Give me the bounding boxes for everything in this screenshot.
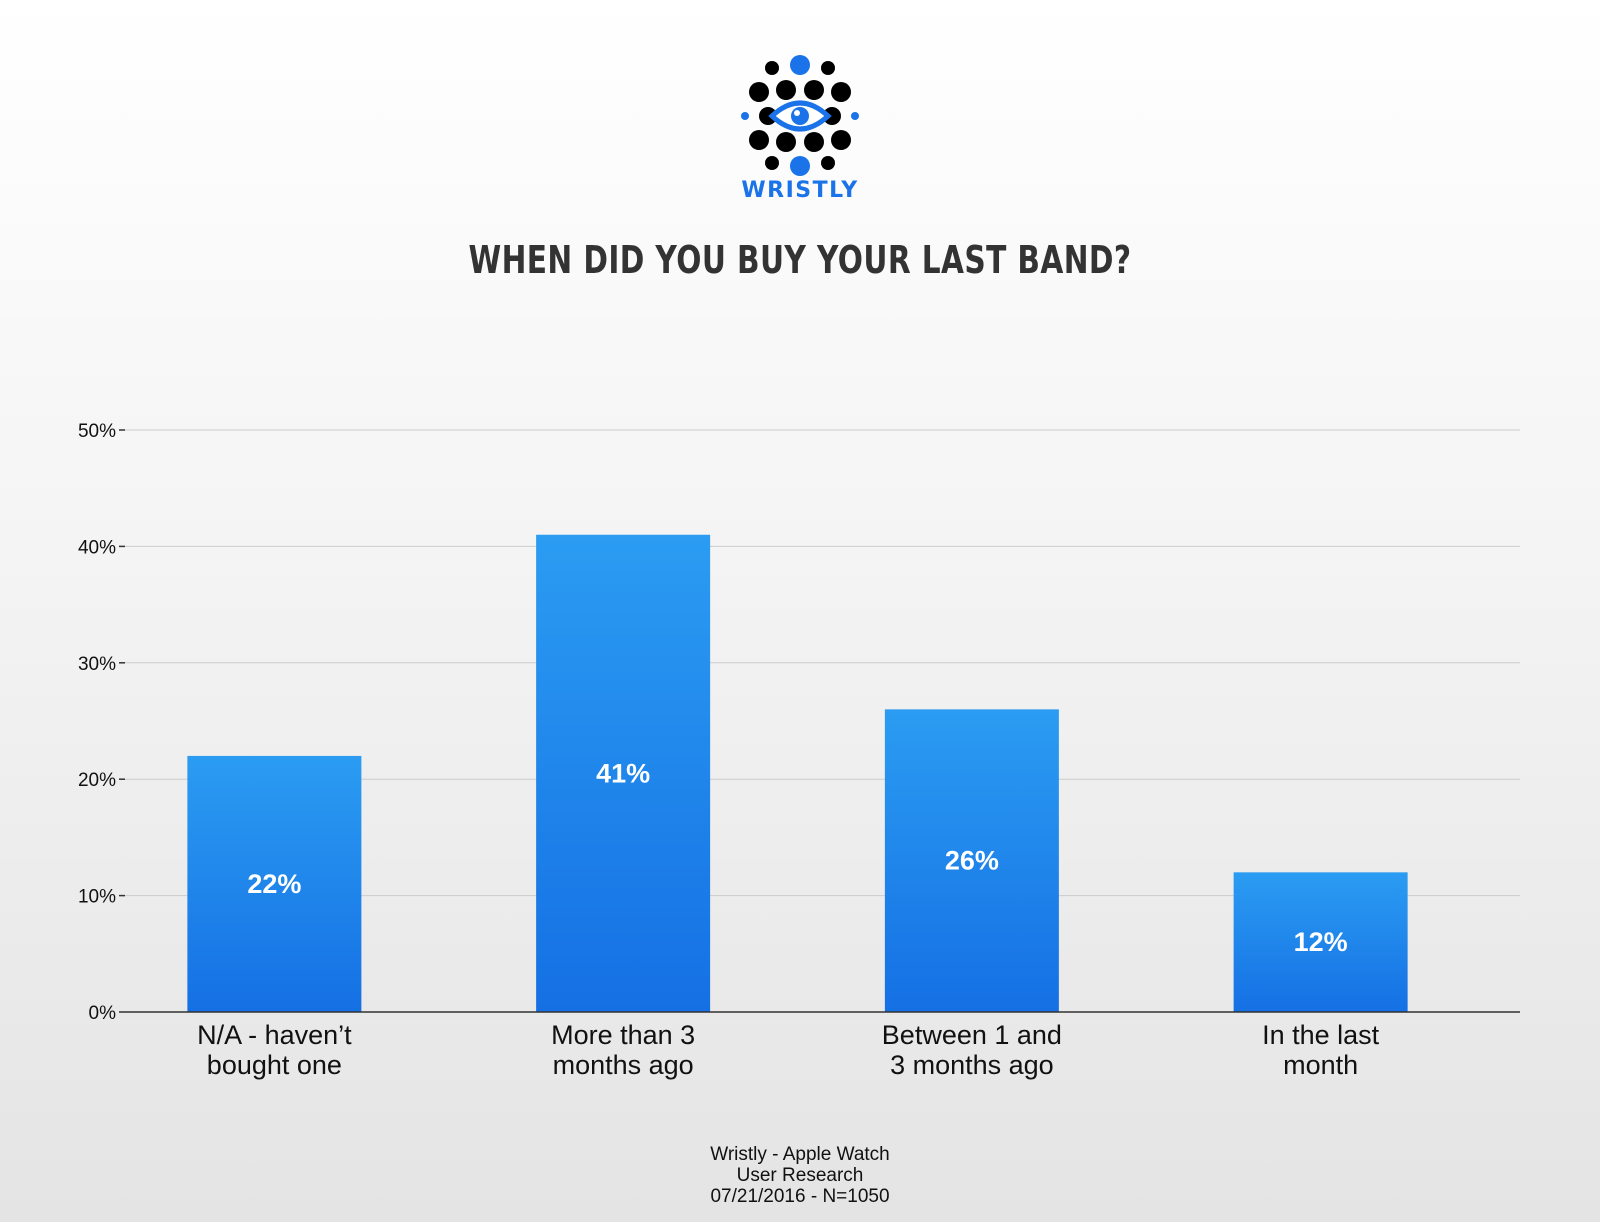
x-category-label: bought one xyxy=(207,1050,342,1080)
wristly-logo xyxy=(741,55,859,176)
y-axis-ticks: 0% 10% 20% 30% 40% 50% xyxy=(78,421,125,1024)
eye-dots-icon xyxy=(741,55,859,176)
x-category-label: More than 3 xyxy=(551,1020,695,1050)
y-tick-label: 0% xyxy=(89,1003,117,1024)
footer-line-1: Wristly - Apple Watch xyxy=(710,1144,890,1165)
bar xyxy=(1233,872,1408,1012)
brand-name: WRISTLY xyxy=(741,178,859,203)
x-category-label: In the last xyxy=(1262,1020,1380,1050)
x-category-label: Between 1 and xyxy=(882,1020,1062,1050)
bar xyxy=(187,755,362,1012)
bar xyxy=(536,534,711,1012)
y-tick-label: 30% xyxy=(78,654,116,675)
bar xyxy=(884,709,1059,1012)
bar-data-label: 26% xyxy=(945,846,999,876)
x-category-label: month xyxy=(1283,1050,1358,1080)
footer-line-3: 07/21/2016 - N=1050 xyxy=(710,1186,890,1207)
y-tick-label: 40% xyxy=(78,537,116,558)
bar-data-label: 12% xyxy=(1294,927,1348,957)
y-tick-label: 20% xyxy=(78,770,116,791)
x-category-label: N/A - haven’t xyxy=(197,1020,352,1050)
chart-title: WHEN DID YOU BUY YOUR LAST BAND? xyxy=(468,238,1132,282)
footer-line-2: User Research xyxy=(736,1165,864,1186)
footer-source: Wristly - Apple Watch User Research 07/2… xyxy=(0,1144,1600,1207)
x-category-label: 3 months ago xyxy=(890,1050,1054,1080)
bar-data-label: 41% xyxy=(596,758,650,788)
bars: 22% 41% 26% 12% xyxy=(187,534,1408,1012)
x-category-label: months ago xyxy=(553,1050,694,1080)
y-tick-label: 10% xyxy=(78,887,116,908)
bar-data-label: 22% xyxy=(247,869,301,899)
y-tick-label: 50% xyxy=(78,421,116,442)
